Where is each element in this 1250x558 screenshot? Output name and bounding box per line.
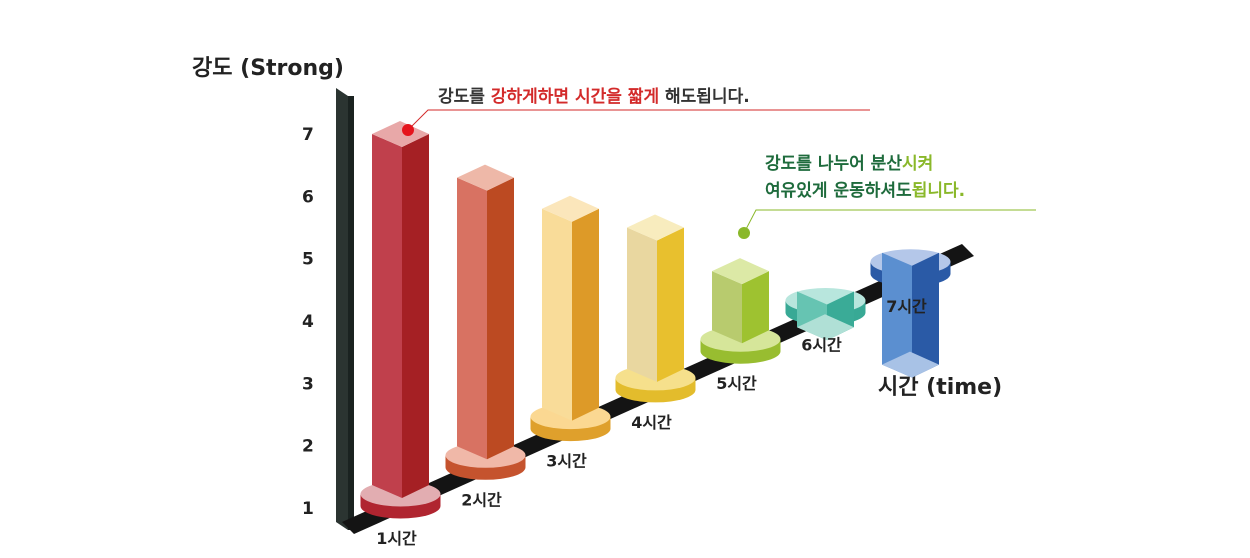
category-label: 6시간 — [801, 336, 842, 355]
bar-top-face — [457, 164, 514, 191]
annotation-1-text: 강도를 강하게하면 시간을 짧게 해도됩니다. — [438, 86, 750, 107]
bar-group — [360, 121, 951, 519]
bar-6 — [785, 288, 866, 341]
y-tick-label: 7 — [302, 125, 314, 145]
annotation-1-part-3: 해도됩니다. — [659, 87, 750, 107]
category-label: 1시간 — [376, 529, 417, 548]
bar-top-face — [372, 121, 429, 147]
category-label: 3시간 — [546, 452, 587, 471]
bar-top-face — [627, 214, 684, 241]
category-label: 2시간 — [461, 490, 502, 509]
y-tick-label: 1 — [302, 499, 314, 519]
annotation-2-line-2-part-1: 여유있게 운동하셔도 — [765, 181, 912, 201]
bar-side-face — [402, 134, 429, 498]
y-tick-label: 6 — [302, 187, 314, 207]
y-tick-label: 5 — [302, 250, 314, 270]
annotation-1-part-2: 강하게하면 시간을 짧게 — [491, 86, 659, 107]
annotation-2-line-2-part-2: 됩니다. — [912, 181, 965, 201]
bar-top-face — [797, 314, 854, 341]
bar-side-face — [912, 252, 939, 378]
bar-side-face — [572, 208, 599, 421]
bar-1 — [360, 121, 441, 519]
bar-top-face — [542, 195, 599, 222]
annotation-2-line-2: 여유있게 운동하셔도됩니다. — [765, 181, 965, 201]
bar-3 — [530, 195, 611, 442]
y-tick-label: 2 — [302, 437, 314, 457]
annotation-1-part-1: 강도를 — [438, 87, 491, 107]
y-tick-label: 3 — [302, 374, 314, 394]
annotation-1-dot — [402, 124, 414, 136]
bar-5 — [700, 258, 781, 364]
y-axis-wall-front — [348, 96, 354, 530]
bar-side-face — [657, 227, 684, 382]
bar-front-face — [712, 271, 742, 344]
category-label: 4시간 — [631, 413, 672, 432]
annotation-2-dot — [738, 227, 750, 239]
annotation-1: 강도를 강하게하면 시간을 짧게 해도됩니다. — [402, 86, 870, 136]
annotation-2-leader — [743, 209, 1036, 234]
annotation-2-line-1-part-1: 강도를 나누어 분산 — [765, 154, 902, 174]
category-label: 7시간 — [886, 297, 927, 316]
bar-2 — [445, 164, 526, 480]
y-tick-group: 1 2 3 4 5 6 7 — [302, 125, 314, 519]
bar-side-face — [487, 177, 514, 460]
bar-front-face — [882, 252, 912, 378]
bar-top-face — [882, 351, 939, 378]
annotation-1-leader — [407, 109, 870, 131]
bar-front-face — [627, 227, 657, 382]
annotation-2-line-1: 강도를 나누어 분산시켜 — [765, 154, 933, 174]
bar-7 — [870, 249, 951, 378]
x-axis-label: 시간 (time) — [878, 375, 1002, 400]
bar-front-face — [542, 208, 572, 421]
y-axis-label: 강도 (Strong) — [192, 56, 344, 81]
bar-4 — [615, 214, 696, 403]
category-label-group: 1시간 2시간 3시간 4시간 5시간 6시간 7시간 — [376, 297, 927, 548]
y-tick-label: 4 — [302, 312, 314, 332]
annotation-2-line-1-part-2: 시켜 — [902, 154, 933, 174]
bar-front-face — [457, 177, 487, 460]
y-axis-wall-side — [336, 88, 348, 530]
annotation-2: 강도를 나누어 분산시켜 여유있게 운동하셔도됩니다. — [738, 154, 1036, 239]
bar-side-face — [742, 271, 769, 344]
bar-front-face — [372, 134, 402, 498]
bar-top-face — [712, 258, 769, 285]
category-label: 5시간 — [716, 374, 757, 393]
